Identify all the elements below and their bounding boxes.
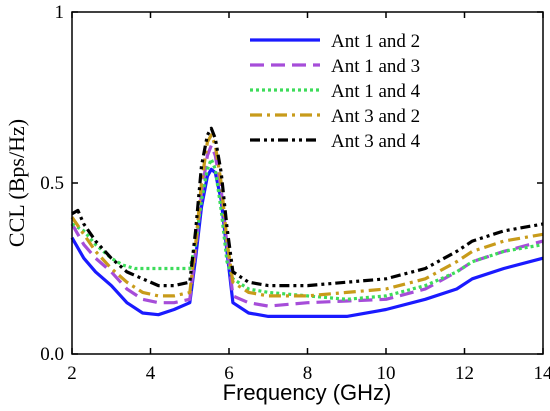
legend-label-ant-1-and-4: Ant 1 and 4 [331, 81, 421, 102]
y-tick-label: 0.5 [40, 173, 64, 194]
legend: Ant 1 and 2 Ant 1 and 3 Ant 1 and 4 Ant 3 a… [250, 31, 421, 152]
x-tick-label: 2 [67, 363, 77, 384]
y-tick-label: 1 [55, 2, 65, 23]
legend-label-ant-1-and-2: Ant 1 and 2 [331, 31, 420, 52]
x-tick-label: 14 [534, 363, 550, 384]
series-layer [70, 126, 544, 318]
x-tick-label: 10 [377, 363, 396, 384]
axes: 2 4 6 8 10 12 14 0.0 0.5 1 [40, 2, 550, 384]
legend-label-ant-3-and-2: Ant 3 and 2 [331, 106, 420, 127]
x-tick-label: 8 [303, 363, 313, 384]
x-tick-label: 6 [224, 363, 234, 384]
series-line-ant-3-and-2 [70, 133, 544, 298]
y-tick-label: 0.0 [40, 344, 64, 365]
legend-label-ant-3-and-4: Ant 3 and 4 [331, 131, 421, 152]
legend-label-ant-1-and-3: Ant 1 and 3 [331, 56, 420, 77]
series-line-ant-3-and-4 [71, 126, 544, 288]
x-tick-label: 4 [146, 363, 156, 384]
x-tick-label: 12 [455, 363, 474, 384]
y-axis-title: CCL (Bps/Hz) [4, 119, 29, 247]
x-axis-title: Frequency (GHz) [223, 380, 392, 405]
